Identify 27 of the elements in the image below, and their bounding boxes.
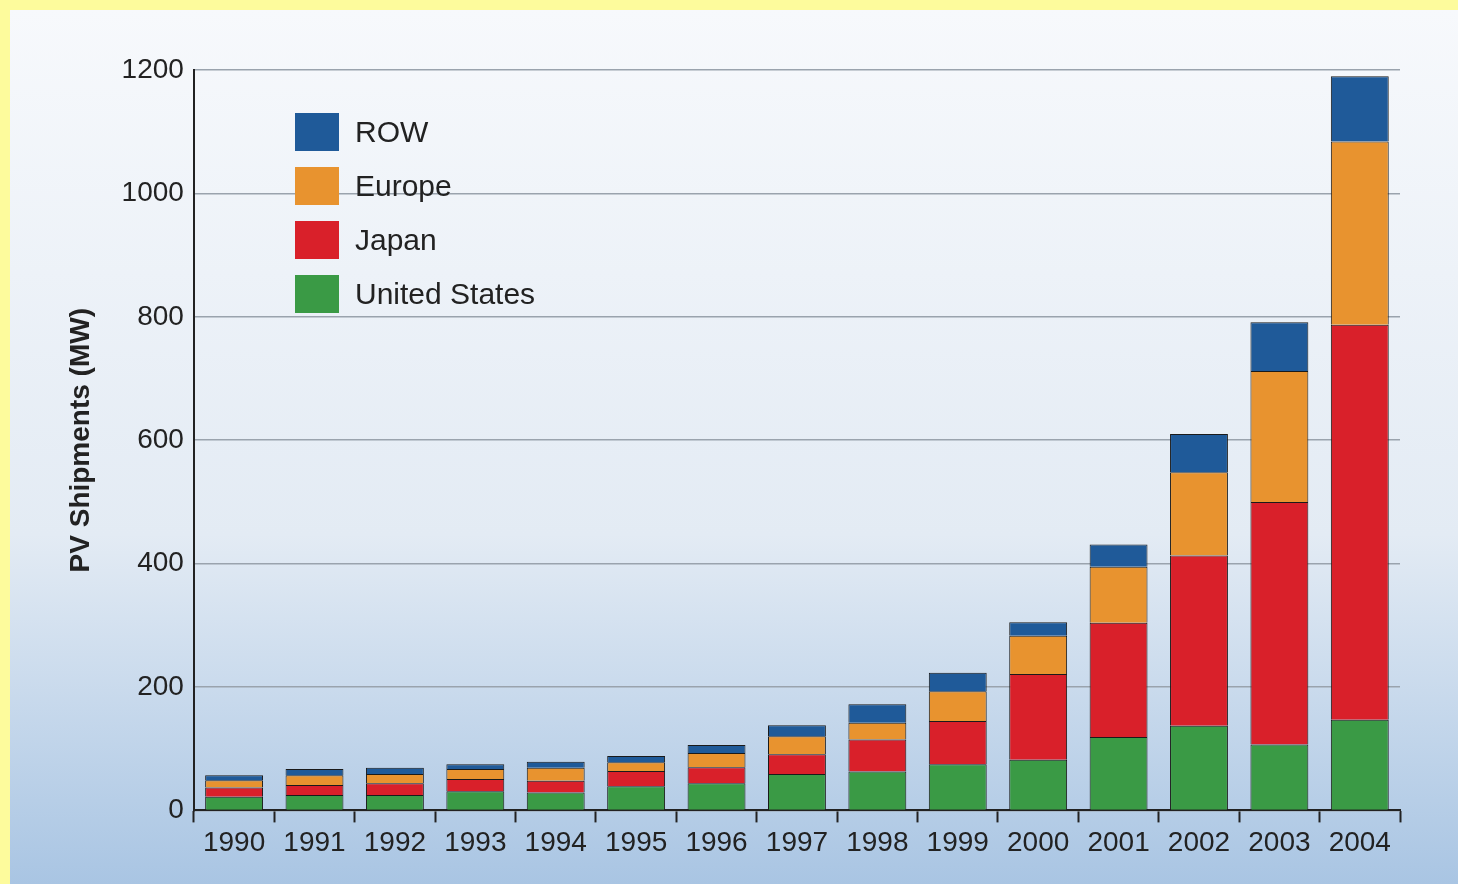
x-tick-label: 1994	[524, 825, 587, 857]
y-tick-label: 400	[137, 546, 184, 578]
x-tick-label: 1991	[283, 825, 346, 857]
x-tick-label: 1996	[685, 825, 748, 857]
x-tick-label: 1993	[444, 825, 507, 857]
y-tick-label: 1000	[121, 176, 184, 208]
y-tick-label: 0	[168, 793, 184, 825]
x-tick-label: 1998	[846, 825, 909, 857]
x-tick-label: 1999	[926, 825, 989, 857]
x-tick-label: 2002	[1167, 825, 1231, 857]
y-tick-label: 200	[137, 669, 184, 701]
x-tick-label: 1997	[765, 825, 829, 857]
legend-label: ROW	[355, 115, 429, 149]
y-tick-label: 600	[137, 422, 184, 454]
x-tick-label: 1990	[202, 825, 266, 857]
legend-label: Japan	[355, 223, 437, 257]
legend-label: United States	[355, 277, 536, 311]
x-tick-label: 2004	[1328, 825, 1391, 857]
legend-label: Europe	[355, 169, 452, 203]
y-axis-title: PV Shipments (MW)	[63, 307, 95, 573]
y-tick-label: 800	[137, 299, 184, 331]
x-tick-label: 2003	[1248, 825, 1311, 857]
x-tick-label: 1992	[363, 825, 427, 857]
x-tick-label: 2001	[1087, 825, 1150, 857]
y-tick-label: 1200	[121, 52, 184, 84]
x-tick-label: 1995	[604, 825, 668, 857]
x-tick-label: 2000	[1007, 825, 1070, 857]
